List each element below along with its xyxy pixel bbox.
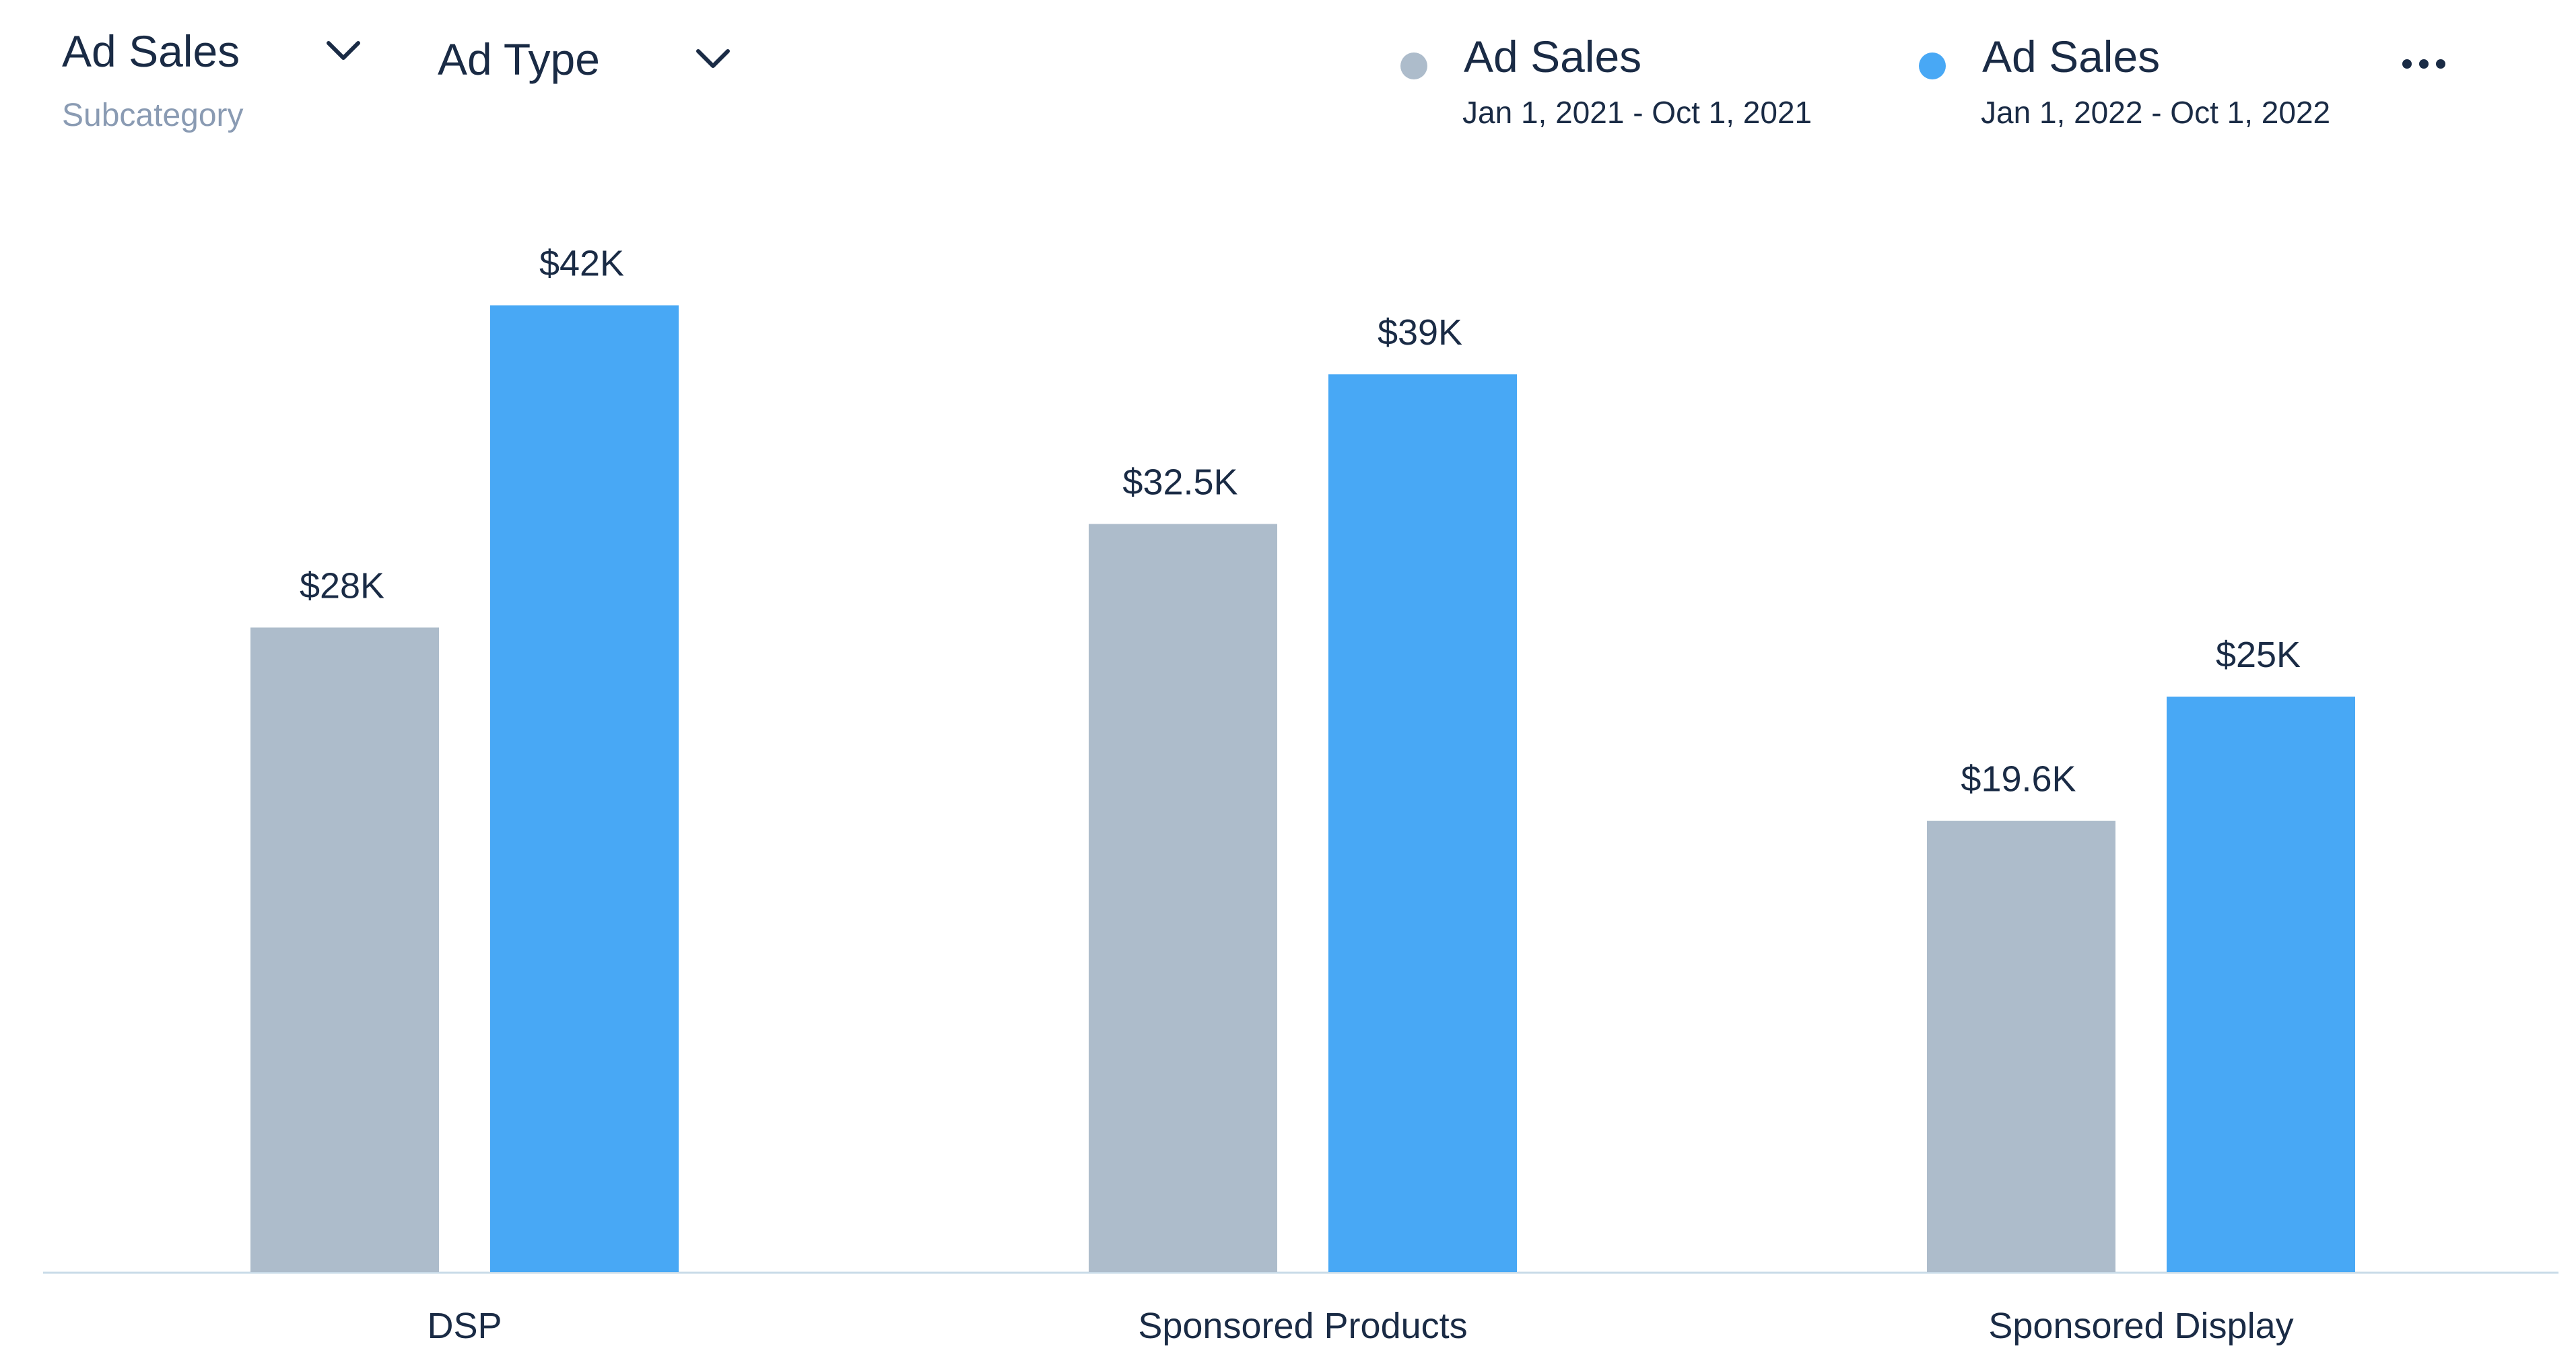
metric-sublabel: Subcategory (62, 98, 244, 133)
legend-title: Ad Sales (1464, 32, 1642, 81)
more-options-button[interactable] (2402, 54, 2445, 74)
data-label: $28K (300, 565, 384, 606)
data-label: $42K (539, 244, 624, 284)
legend-date-range: Jan 1, 2022 - Oct 1, 2022 (1981, 95, 2331, 130)
legend-title: Ad Sales (1982, 32, 2161, 81)
bar-sponsored-products-series-1[interactable] (1089, 524, 1277, 1273)
data-label: $39K (1378, 312, 1462, 353)
dimension-select-label: Ad Type (438, 34, 600, 84)
legend-dot-2022 (1919, 52, 1946, 79)
bar-sponsored-display-series-2[interactable] (2167, 697, 2355, 1272)
more-horizontal-icon (2402, 59, 2412, 69)
bar-dsp-series-2[interactable] (490, 305, 679, 1273)
category-label: Sponsored Display (1988, 1306, 2293, 1346)
data-label: $32.5K (1122, 462, 1238, 503)
bar-dsp-series-1[interactable] (250, 627, 439, 1272)
category-label: Sponsored Products (1138, 1306, 1467, 1346)
data-label: $25K (2216, 635, 2301, 675)
category-label: DSP (427, 1306, 502, 1346)
chevron-down-icon (325, 39, 362, 63)
legend-dot-2021 (1400, 52, 1427, 79)
chevron-down-icon (694, 47, 732, 71)
more-horizontal-icon (2419, 59, 2429, 69)
data-label: $19.6K (1961, 759, 2076, 800)
bar-sponsored-products-series-2[interactable] (1328, 374, 1517, 1273)
metric-select-label: Ad Sales (62, 26, 240, 76)
dimension-select[interactable]: Ad Type (438, 34, 732, 85)
legend-date-range: Jan 1, 2021 - Oct 1, 2021 (1462, 95, 1812, 130)
bar-sponsored-display-series-1[interactable] (1927, 820, 2115, 1272)
metric-select[interactable]: Ad Sales (62, 26, 362, 77)
more-horizontal-icon (2436, 59, 2445, 69)
